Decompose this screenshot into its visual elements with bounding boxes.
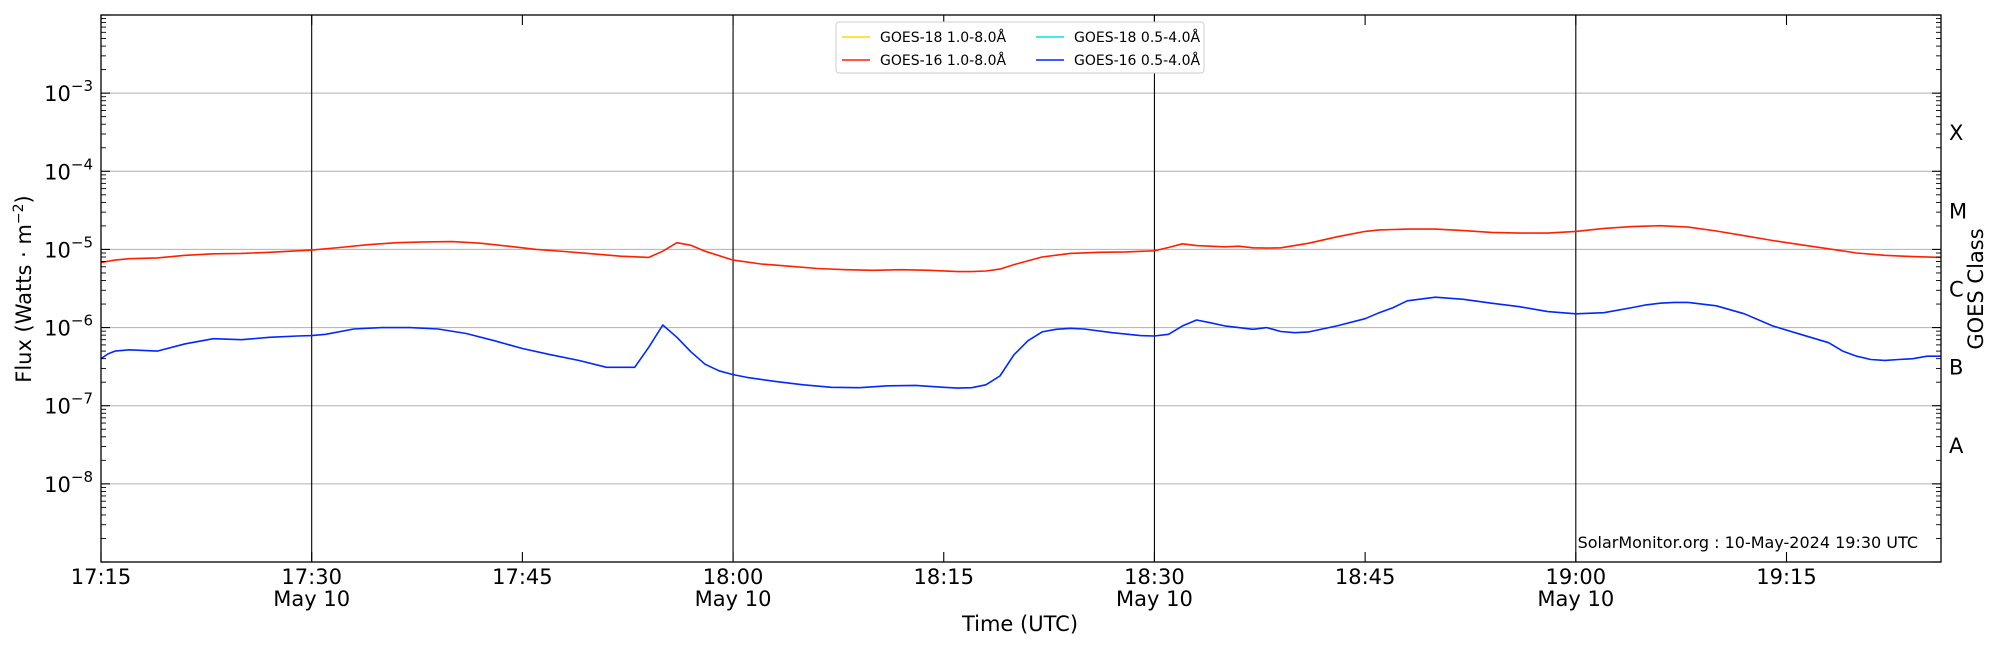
goes-class-label: A [1949,434,1964,458]
y-tick-labels: 10−810−710−610−510−410−3 [44,77,93,497]
legend: GOES-18 1.0-8.0Å GOES-18 0.5-4.0Å GOES-1… [835,21,1205,74]
x-tick-label: 18:00 [703,565,764,589]
y-tick-exponent: −5 [71,233,93,251]
y-tick-base: 10 [44,317,71,341]
y-axis-title-exponent: −2 [11,203,27,224]
y-tick-label: 10−7 [44,390,93,419]
x-tick-label: 18:45 [1335,565,1396,589]
y-tick-label: 10−6 [44,312,93,341]
legend-box [835,21,1205,74]
x-axis-title: Time (UTC) [961,612,1078,636]
y-tick-label: 10−4 [44,155,93,184]
y-tick-base: 10 [44,238,71,262]
goes-class-label: X [1949,121,1963,145]
y-tick-label: 10−3 [44,77,93,106]
x-tick-label: 18:30 [1124,565,1185,589]
x-tick-label: 17:15 [71,565,132,589]
credit-text: SolarMonitor.org : 10-May-2024 19:30 UTC [1578,533,1918,552]
goes-class-labels: A B C M X [1949,121,1967,458]
y-tick-exponent: −8 [71,468,93,486]
legend-label-goes16-short: GOES-16 0.5-4.0Å [1074,52,1200,69]
right-axis-title: GOES Class [1964,228,1988,349]
x-tick-label: 17:45 [492,565,553,589]
y-axis-title-close: ) [12,195,36,203]
date-marker-lines [311,15,1577,562]
y-tick-exponent: −3 [71,77,93,95]
x-tick-date-label: May 10 [1537,587,1614,611]
series-line-goes16-long [100,224,1942,273]
series-line-goes16-short [100,296,1941,389]
axis-ticks [100,14,1941,563]
y-tick-base: 10 [44,395,71,419]
y-tick-base: 10 [44,82,71,106]
goes-class-label: C [1949,278,1964,302]
legend-label-goes16-long: GOES-16 1.0-8.0Å [880,52,1006,69]
goes-class-label: B [1949,356,1963,380]
x-tick-label: 19:15 [1756,565,1817,589]
y-tick-exponent: −7 [71,390,93,408]
x-tick-date-label: May 10 [1116,587,1193,611]
y-tick-base: 10 [44,473,71,497]
y-tick-exponent: −6 [71,312,93,330]
y-tick-label: 10−8 [44,468,93,497]
y-axis-title-main: Flux (Watts · m [12,224,36,383]
goes-class-label: M [1949,199,1967,223]
y-tick-exponent: −4 [71,155,93,173]
plot-frame [100,14,1942,563]
legend-label-goes18-long: GOES-18 1.0-8.0Å [880,29,1006,46]
y-axis-title: Flux (Watts · m−2) [11,195,36,383]
y-tick-label: 10−5 [44,233,93,262]
x-tick-label: 19:00 [1546,565,1607,589]
legend-label-goes18-short: GOES-18 0.5-4.0Å [1074,29,1200,46]
x-tick-label: 18:15 [913,565,974,589]
series-lines [100,224,1942,389]
x-tick-date-label: May 10 [695,587,772,611]
x-tick-label: 17:30 [281,565,342,589]
x-tick-date-label: May 10 [273,587,350,611]
y-tick-base: 10 [44,160,71,184]
